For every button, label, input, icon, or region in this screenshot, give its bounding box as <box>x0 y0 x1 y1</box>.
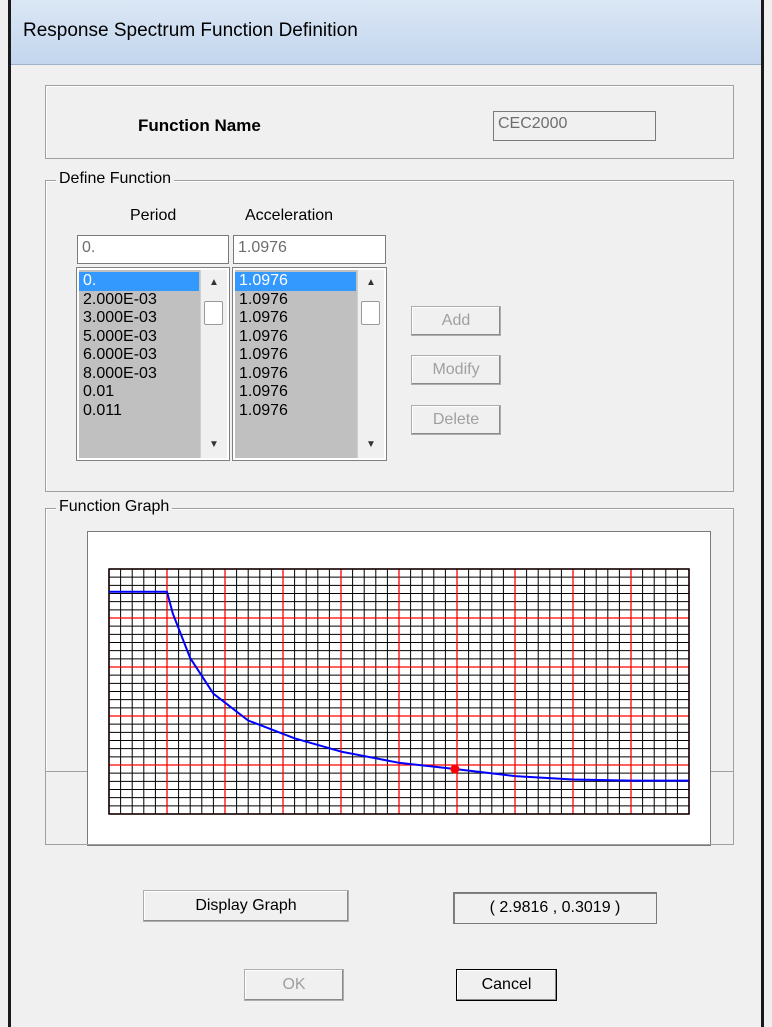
graph-frame <box>87 531 711 846</box>
coordinates-readout: ( 2.9816 , 0.3019 ) <box>453 892 657 924</box>
period-header: Period <box>130 207 177 224</box>
scroll-up-icon[interactable]: ▲ <box>366 277 376 288</box>
spectrum-curve <box>109 590 689 782</box>
list-item[interactable]: 1.0976 <box>239 383 288 400</box>
list-item[interactable]: 8.000E-03 <box>83 364 157 382</box>
define-function-legend: Define Function <box>56 170 175 188</box>
plot-border <box>108 568 690 815</box>
list-item[interactable]: 1.0976 <box>239 346 288 363</box>
function-graph-legend: Function Graph <box>56 498 173 516</box>
list-item[interactable]: 0.01 <box>83 383 115 400</box>
list-item[interactable]: 0.011 <box>83 401 122 419</box>
list-item[interactable]: 0. <box>79 272 199 291</box>
period-scrollbar[interactable]: ▲ ▼ <box>200 270 227 458</box>
delete-button[interactable]: Delete <box>411 405 501 435</box>
modify-button[interactable]: Modify <box>411 355 501 385</box>
add-button[interactable]: Add <box>411 306 501 336</box>
list-item[interactable]: 1.0976 <box>235 272 356 291</box>
title-bar[interactable]: Response Spectrum Function Definition <box>11 0 761 65</box>
function-graph-chart[interactable] <box>97 541 701 836</box>
window-title: Response Spectrum Function Definition <box>23 20 358 41</box>
selected-point-marker <box>450 764 460 774</box>
list-item[interactable]: 1.0976 <box>239 309 288 326</box>
list-item[interactable]: 1.0976 <box>239 364 288 382</box>
list-item[interactable]: 3.000E-03 <box>83 309 157 326</box>
list-item[interactable]: 1.0976 <box>239 401 288 419</box>
scroll-up-icon[interactable]: ▲ <box>209 277 219 288</box>
list-item[interactable]: 2.000E-03 <box>83 290 157 308</box>
dialog-window: Response Spectrum Function Definition Fu… <box>8 0 764 1027</box>
list-item[interactable]: 1.0976 <box>239 290 288 308</box>
acceleration-input[interactable]: 1.0976 <box>233 235 386 264</box>
acceleration-header: Acceleration <box>245 207 334 224</box>
function-name-label: Function Name <box>138 116 261 135</box>
scroll-down-icon[interactable]: ▼ <box>366 439 376 450</box>
period-list-items: 0. 2.000E-03 3.000E-03 5.000E-03 6.000E-03 8.… <box>79 272 199 420</box>
list-item[interactable]: 5.000E-03 <box>83 327 157 345</box>
list-item[interactable]: 6.000E-03 <box>83 346 157 363</box>
scroll-thumb[interactable] <box>361 301 380 325</box>
ok-button[interactable]: OK <box>244 969 344 1001</box>
list-item[interactable]: 1.0976 <box>239 327 288 345</box>
cancel-button[interactable]: Cancel <box>456 969 557 1001</box>
function-name-field[interactable]: CEC2000 <box>493 111 656 141</box>
acceleration-list-items: 1.0976 1.0976 1.0976 1.0976 1.0976 1.0976 1.09… <box>235 272 356 420</box>
scroll-thumb[interactable] <box>204 301 223 325</box>
acceleration-scrollbar[interactable]: ▲ ▼ <box>357 270 384 458</box>
period-input[interactable]: 0. <box>77 235 229 264</box>
define-function-group: Define Function Period Acceleration 0. 1… <box>45 170 734 492</box>
scroll-down-icon[interactable]: ▼ <box>209 439 219 450</box>
period-list[interactable]: 0. 2.000E-03 3.000E-03 5.000E-03 6.000E-03 8.… <box>76 267 230 461</box>
function-name-group: Function Name CEC2000 <box>45 85 734 159</box>
acceleration-list[interactable]: 1.0976 1.0976 1.0976 1.0976 1.0976 1.0976 1.09… <box>232 267 387 461</box>
display-graph-button[interactable]: Display Graph <box>143 890 349 922</box>
